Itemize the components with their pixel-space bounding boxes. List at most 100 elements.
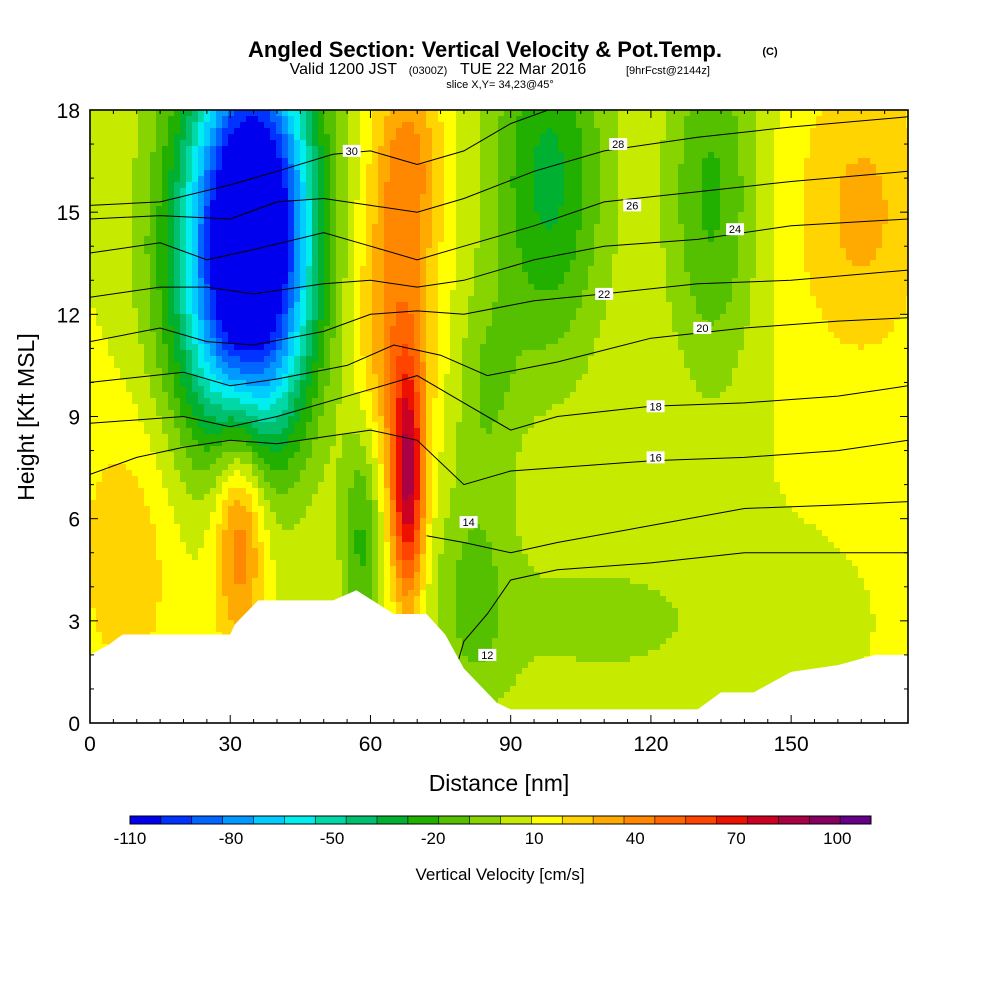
heatmap-cell — [570, 296, 577, 303]
heatmap-cell — [438, 134, 445, 141]
heatmap-cell — [558, 218, 565, 225]
heatmap-cell — [378, 266, 385, 273]
heatmap-cell — [744, 218, 751, 225]
heatmap-cell — [600, 242, 607, 249]
heatmap-cell — [768, 200, 775, 207]
heatmap-cell — [384, 308, 391, 315]
heatmap-cell — [528, 260, 535, 267]
heatmap-cell — [702, 152, 709, 159]
heatmap-cell — [762, 224, 769, 231]
heatmap-cell — [126, 266, 133, 273]
heatmap-cell — [246, 308, 253, 315]
heatmap-cell — [120, 236, 127, 243]
heatmap-cell — [720, 122, 727, 129]
heatmap-cell — [252, 122, 259, 129]
heatmap-cell — [126, 272, 133, 279]
heatmap-cell — [798, 182, 805, 189]
heatmap-cell — [300, 248, 307, 255]
heatmap-cell — [492, 296, 499, 303]
heatmap-cell — [198, 128, 205, 135]
heatmap-cell — [564, 224, 571, 231]
heatmap-cell — [156, 122, 163, 129]
heatmap-cell — [774, 134, 781, 141]
heatmap-cell — [144, 254, 151, 261]
heatmap-cell — [594, 278, 601, 285]
heatmap-cell — [456, 116, 463, 123]
heatmap-cell — [870, 170, 877, 177]
heatmap-cell — [210, 302, 217, 309]
heatmap-cell — [816, 230, 823, 237]
heatmap-cell — [828, 248, 835, 255]
heatmap-cell — [552, 152, 559, 159]
heatmap-cell — [432, 296, 439, 303]
heatmap-cell — [120, 320, 127, 327]
heatmap-cell — [342, 182, 349, 189]
heatmap-cell — [516, 152, 523, 159]
heatmap-cell — [342, 188, 349, 195]
heatmap-cell — [678, 152, 685, 159]
heatmap-cell — [186, 134, 193, 141]
heatmap-cell — [420, 176, 427, 183]
heatmap-cell — [258, 272, 265, 279]
heatmap-cell — [120, 206, 127, 213]
heatmap-cell — [222, 248, 229, 255]
heatmap-cell — [276, 116, 283, 123]
heatmap-cell — [522, 296, 529, 303]
heatmap-cell — [402, 302, 409, 309]
heatmap-cell — [882, 188, 889, 195]
heatmap-cell — [852, 230, 859, 237]
heatmap-cell — [666, 212, 673, 219]
heatmap-cell — [660, 272, 667, 279]
heatmap-cell — [768, 122, 775, 129]
heatmap-cell — [894, 122, 901, 129]
heatmap-cell — [534, 134, 541, 141]
heatmap-cell — [846, 302, 853, 309]
heatmap-cell — [468, 230, 475, 237]
heatmap-cell — [114, 164, 121, 171]
heatmap-cell — [516, 140, 523, 147]
heatmap-cell — [432, 170, 439, 177]
heatmap-cell — [354, 266, 361, 273]
heatmap-cell — [648, 176, 655, 183]
heatmap-cell — [96, 152, 103, 159]
heatmap-cell — [684, 260, 691, 267]
heatmap-cell — [324, 122, 331, 129]
heatmap-cell — [672, 122, 679, 129]
heatmap-cell — [516, 122, 523, 129]
heatmap-cell — [546, 194, 553, 201]
heatmap-cell — [336, 314, 343, 321]
heatmap-cell — [354, 224, 361, 231]
heatmap-cell — [282, 326, 289, 333]
heatmap-cell — [450, 230, 457, 237]
heatmap-cell — [390, 296, 397, 303]
heatmap-cell — [510, 284, 517, 291]
heatmap-cell — [858, 224, 865, 231]
heatmap-cell — [276, 194, 283, 201]
heatmap-cell — [402, 266, 409, 273]
heatmap-cell — [282, 170, 289, 177]
heatmap-cell — [606, 314, 613, 321]
heatmap-cell — [252, 284, 259, 291]
heatmap-cell — [366, 272, 373, 279]
heatmap-cell — [552, 110, 559, 117]
heatmap-cell — [372, 218, 379, 225]
heatmap-cell — [432, 254, 439, 261]
heatmap-cell — [336, 224, 343, 231]
heatmap-cell — [840, 296, 847, 303]
heatmap-cell — [510, 122, 517, 129]
heatmap-cell — [510, 212, 517, 219]
heatmap-cell — [624, 260, 631, 267]
heatmap-cell — [846, 224, 853, 231]
heatmap-cell — [462, 182, 469, 189]
heatmap-cell — [354, 272, 361, 279]
heatmap-cell — [300, 308, 307, 315]
heatmap-cell — [204, 176, 211, 183]
heatmap-cell — [732, 194, 739, 201]
heatmap-cell — [570, 212, 577, 219]
heatmap-cell — [198, 134, 205, 141]
heatmap-cell — [138, 128, 145, 135]
heatmap-cell — [642, 272, 649, 279]
heatmap-cell — [312, 134, 319, 141]
heatmap-cell — [216, 272, 223, 279]
heatmap-cell — [828, 224, 835, 231]
